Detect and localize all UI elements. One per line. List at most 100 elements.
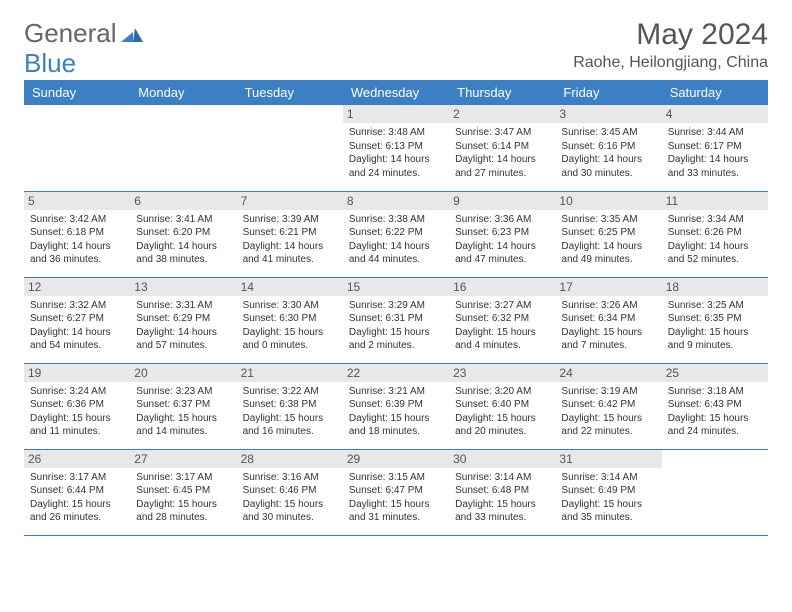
day-cell [24, 105, 130, 191]
sunset-text: Sunset: 6:20 PM [136, 226, 230, 240]
sunrise-text: Sunrise: 3:20 AM [455, 385, 549, 399]
sunset-text: Sunset: 6:13 PM [349, 140, 443, 154]
daylight-text: Daylight: 14 hours and 44 minutes. [349, 240, 443, 267]
sunrise-text: Sunrise: 3:48 AM [349, 126, 443, 140]
sunrise-text: Sunrise: 3:15 AM [349, 471, 443, 485]
day-number: 26 [24, 450, 130, 468]
sunset-text: Sunset: 6:27 PM [30, 312, 124, 326]
day-cell: 10Sunrise: 3:35 AMSunset: 6:25 PMDayligh… [555, 191, 661, 277]
day-cell: 2Sunrise: 3:47 AMSunset: 6:14 PMDaylight… [449, 105, 555, 191]
day-number: 11 [662, 192, 768, 210]
daylight-text: Daylight: 14 hours and 24 minutes. [349, 153, 443, 180]
daylight-text: Daylight: 14 hours and 27 minutes. [455, 153, 549, 180]
day-cell [662, 449, 768, 535]
day-details: Sunrise: 3:16 AMSunset: 6:46 PMDaylight:… [243, 471, 337, 525]
day-number: 4 [662, 105, 768, 123]
daylight-text: Daylight: 15 hours and 18 minutes. [349, 412, 443, 439]
sunset-text: Sunset: 6:26 PM [668, 226, 762, 240]
day-number: 25 [662, 364, 768, 382]
day-number: 16 [449, 278, 555, 296]
day-details: Sunrise: 3:36 AMSunset: 6:23 PMDaylight:… [455, 213, 549, 267]
sunrise-text: Sunrise: 3:16 AM [243, 471, 337, 485]
sunset-text: Sunset: 6:16 PM [561, 140, 655, 154]
day-cell: 30Sunrise: 3:14 AMSunset: 6:48 PMDayligh… [449, 449, 555, 535]
day-number: 31 [555, 450, 661, 468]
daylight-text: Daylight: 15 hours and 11 minutes. [30, 412, 124, 439]
sunrise-text: Sunrise: 3:29 AM [349, 299, 443, 313]
calendar-table: Sunday Monday Tuesday Wednesday Thursday… [24, 80, 768, 536]
day-number: 27 [130, 450, 236, 468]
sunrise-text: Sunrise: 3:17 AM [30, 471, 124, 485]
day-cell: 19Sunrise: 3:24 AMSunset: 6:36 PMDayligh… [24, 363, 130, 449]
day-number: 15 [343, 278, 449, 296]
day-details: Sunrise: 3:15 AMSunset: 6:47 PMDaylight:… [349, 471, 443, 525]
daylight-text: Daylight: 14 hours and 41 minutes. [243, 240, 337, 267]
col-thursday: Thursday [449, 80, 555, 105]
day-cell: 4Sunrise: 3:44 AMSunset: 6:17 PMDaylight… [662, 105, 768, 191]
sunset-text: Sunset: 6:44 PM [30, 484, 124, 498]
day-number: 14 [237, 278, 343, 296]
day-details: Sunrise: 3:47 AMSunset: 6:14 PMDaylight:… [455, 126, 549, 180]
daylight-text: Daylight: 15 hours and 7 minutes. [561, 326, 655, 353]
sunrise-text: Sunrise: 3:39 AM [243, 213, 337, 227]
day-cell: 8Sunrise: 3:38 AMSunset: 6:22 PMDaylight… [343, 191, 449, 277]
sunrise-text: Sunrise: 3:30 AM [243, 299, 337, 313]
week-row: 5Sunrise: 3:42 AMSunset: 6:18 PMDaylight… [24, 191, 768, 277]
day-cell: 17Sunrise: 3:26 AMSunset: 6:34 PMDayligh… [555, 277, 661, 363]
day-cell: 15Sunrise: 3:29 AMSunset: 6:31 PMDayligh… [343, 277, 449, 363]
sunset-text: Sunset: 6:46 PM [243, 484, 337, 498]
daylight-text: Daylight: 14 hours and 38 minutes. [136, 240, 230, 267]
day-cell: 22Sunrise: 3:21 AMSunset: 6:39 PMDayligh… [343, 363, 449, 449]
col-sunday: Sunday [24, 80, 130, 105]
daylight-text: Daylight: 14 hours and 36 minutes. [30, 240, 124, 267]
daylight-text: Daylight: 15 hours and 16 minutes. [243, 412, 337, 439]
daylight-text: Daylight: 15 hours and 22 minutes. [561, 412, 655, 439]
sunset-text: Sunset: 6:47 PM [349, 484, 443, 498]
day-details: Sunrise: 3:42 AMSunset: 6:18 PMDaylight:… [30, 213, 124, 267]
location: Raohe, Heilongjiang, China [573, 54, 768, 72]
sunrise-text: Sunrise: 3:45 AM [561, 126, 655, 140]
day-details: Sunrise: 3:21 AMSunset: 6:39 PMDaylight:… [349, 385, 443, 439]
title-block: May 2024 Raohe, Heilongjiang, China [573, 18, 768, 72]
sunset-text: Sunset: 6:34 PM [561, 312, 655, 326]
col-tuesday: Tuesday [237, 80, 343, 105]
day-cell: 27Sunrise: 3:17 AMSunset: 6:45 PMDayligh… [130, 449, 236, 535]
daylight-text: Daylight: 15 hours and 4 minutes. [455, 326, 549, 353]
day-details: Sunrise: 3:31 AMSunset: 6:29 PMDaylight:… [136, 299, 230, 353]
day-number: 21 [237, 364, 343, 382]
day-details: Sunrise: 3:30 AMSunset: 6:30 PMDaylight:… [243, 299, 337, 353]
sunrise-text: Sunrise: 3:38 AM [349, 213, 443, 227]
daylight-text: Daylight: 15 hours and 35 minutes. [561, 498, 655, 525]
sunset-text: Sunset: 6:39 PM [349, 398, 443, 412]
sunset-text: Sunset: 6:14 PM [455, 140, 549, 154]
logo-icon [121, 18, 143, 49]
header: General May 2024 Raohe, Heilongjiang, Ch… [24, 18, 768, 72]
header-row: Sunday Monday Tuesday Wednesday Thursday… [24, 80, 768, 105]
day-cell: 1 Sunrise: 3:48 AMSunset: 6:13 PMDaylight… [343, 105, 449, 191]
week-row: 26Sunrise: 3:17 AMSunset: 6:44 PMDayligh… [24, 449, 768, 535]
logo-text-blue: Blue [24, 48, 76, 79]
col-wednesday: Wednesday [343, 80, 449, 105]
day-details: Sunrise: 3:19 AMSunset: 6:42 PMDaylight:… [561, 385, 655, 439]
day-number: 30 [449, 450, 555, 468]
day-cell: 16Sunrise: 3:27 AMSunset: 6:32 PMDayligh… [449, 277, 555, 363]
sunset-text: Sunset: 6:36 PM [30, 398, 124, 412]
day-details: Sunrise: 3:38 AMSunset: 6:22 PMDaylight:… [349, 213, 443, 267]
day-cell: 26 Sunrise: 3:17 AMSunset: 6:44 PMDayligh… [24, 449, 130, 535]
day-cell: 13Sunrise: 3:31 AMSunset: 6:29 PMDayligh… [130, 277, 236, 363]
day-cell: 5Sunrise: 3:42 AMSunset: 6:18 PMDaylight… [24, 191, 130, 277]
sunset-text: Sunset: 6:22 PM [349, 226, 443, 240]
daylight-text: Daylight: 15 hours and 26 minutes. [30, 498, 124, 525]
sunrise-text: Sunrise: 3:21 AM [349, 385, 443, 399]
day-details: Sunrise: 3:48 AMSunset: 6:13 PMDaylight:… [349, 126, 443, 180]
day-cell [130, 105, 236, 191]
day-number: 1 [343, 105, 449, 123]
week-row: 1Sunrise: 3:48 AMSunset: 6:13 PMDaylight… [24, 105, 768, 191]
daylight-text: Daylight: 14 hours and 52 minutes. [668, 240, 762, 267]
day-details: Sunrise: 3:24 AMSunset: 6:36 PMDaylight:… [30, 385, 124, 439]
sunrise-text: Sunrise: 3:47 AM [455, 126, 549, 140]
day-details: Sunrise: 3:39 AMSunset: 6:21 PMDaylight:… [243, 213, 337, 267]
sunset-text: Sunset: 6:32 PM [455, 312, 549, 326]
day-details: Sunrise: 3:23 AMSunset: 6:37 PMDaylight:… [136, 385, 230, 439]
day-cell: 23Sunrise: 3:20 AMSunset: 6:40 PMDayligh… [449, 363, 555, 449]
